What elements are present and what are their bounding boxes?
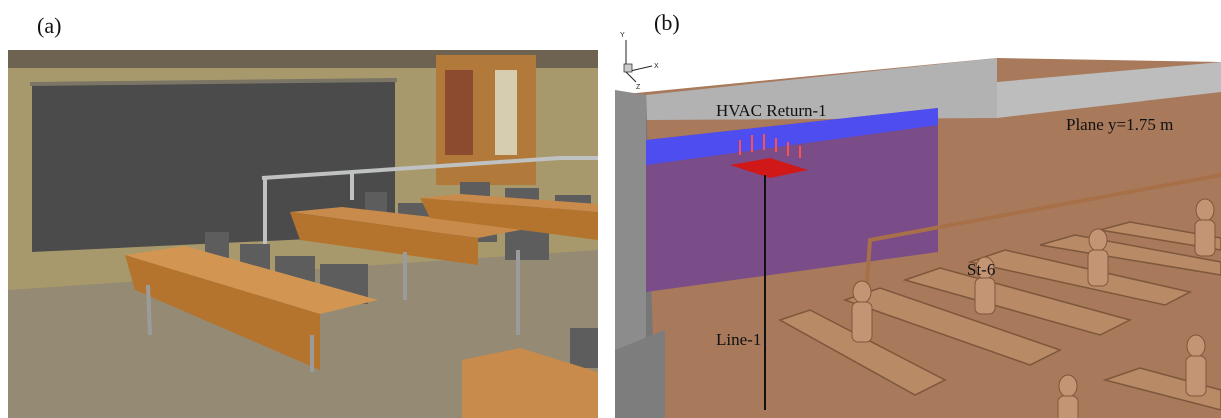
axis-label: Y [620,32,625,39]
figure: (a) (b) [0,0,1221,418]
classroom-photo [8,50,598,418]
panel-label: (b) [654,10,680,35]
axis-label: Z [636,84,641,91]
panel-label: (a) [37,13,61,38]
annotation: HVAC Return-1 [716,101,827,120]
cfd-rendering: HVAC Return-1 Plane y=1.75 m St-6 Line-1 [615,50,1221,418]
annotation: St-6 [967,260,995,279]
annotation: Plane y=1.75 m [1066,115,1173,134]
axis-label: X [654,63,659,70]
annotation: Line-1 [716,330,761,349]
